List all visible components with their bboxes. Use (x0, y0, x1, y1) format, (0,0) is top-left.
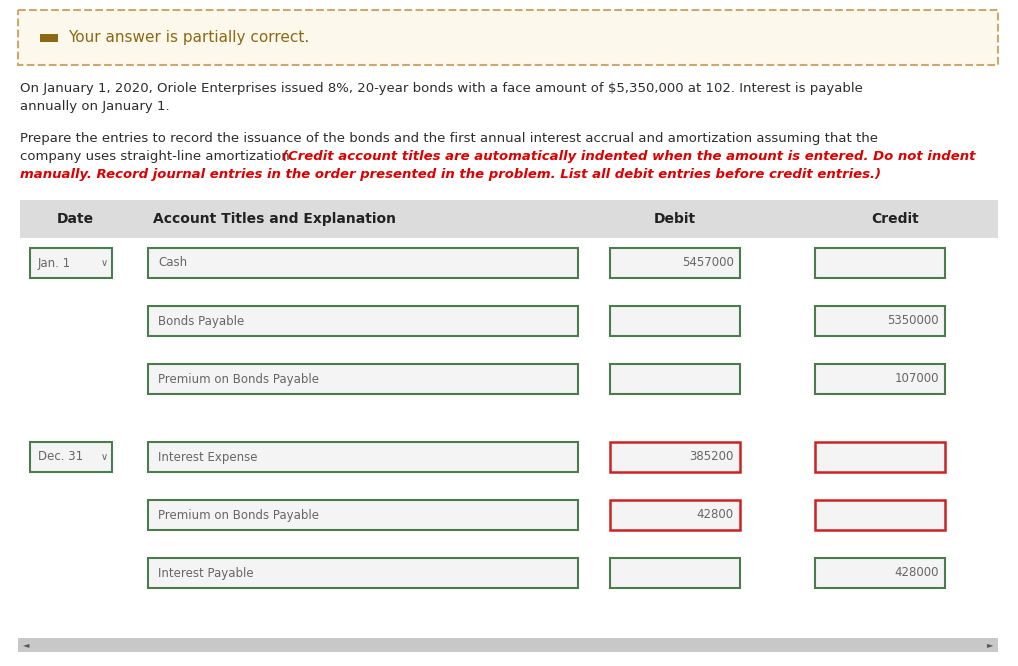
Text: Interest Expense: Interest Expense (158, 450, 258, 464)
Text: Bonds Payable: Bonds Payable (158, 314, 244, 328)
Bar (815, 306, 945, 336)
Bar (148, 442, 578, 472)
Bar (18, 10, 998, 65)
Text: (Credit account titles are automatically indented when the amount is entered. Do: (Credit account titles are automatically… (282, 150, 975, 163)
Text: Credit: Credit (871, 212, 919, 226)
Bar (18, 638, 34, 652)
Text: 5457000: 5457000 (682, 256, 734, 270)
Text: Interest Payable: Interest Payable (158, 567, 253, 579)
Bar (815, 442, 945, 472)
Bar (610, 442, 740, 472)
Text: 385200: 385200 (689, 450, 734, 464)
Text: company uses straight-line amortization.: company uses straight-line amortization. (20, 150, 298, 163)
Text: On January 1, 2020, Oriole Enterprises issued 8%, 20-year bonds with a face amou: On January 1, 2020, Oriole Enterprises i… (20, 82, 863, 95)
Bar (610, 364, 740, 394)
Bar (148, 306, 578, 336)
Text: ∨: ∨ (101, 258, 108, 268)
Bar (40, 33, 58, 41)
Text: Premium on Bonds Payable: Premium on Bonds Payable (158, 509, 319, 521)
Bar (815, 558, 945, 588)
Bar (30, 442, 112, 472)
Bar (20, 200, 998, 238)
Text: Date: Date (56, 212, 94, 226)
Text: Jan. 1: Jan. 1 (38, 256, 71, 270)
Text: Debit: Debit (654, 212, 696, 226)
Bar (610, 306, 740, 336)
Text: Prepare the entries to record the issuance of the bonds and the first annual int: Prepare the entries to record the issuan… (20, 132, 878, 145)
Text: Dec. 31: Dec. 31 (38, 450, 83, 464)
Bar (815, 500, 945, 530)
Bar (815, 248, 945, 278)
Bar (610, 248, 740, 278)
Bar (30, 248, 112, 278)
Text: 5350000: 5350000 (888, 314, 939, 328)
Bar (34, 638, 982, 652)
Text: ◄: ◄ (22, 641, 30, 649)
Text: 107000: 107000 (895, 372, 939, 386)
Bar (610, 558, 740, 588)
Bar (610, 500, 740, 530)
Text: ∨: ∨ (101, 452, 108, 462)
Text: annually on January 1.: annually on January 1. (20, 100, 170, 113)
Text: Cash: Cash (158, 256, 187, 270)
Bar (148, 248, 578, 278)
Text: ►: ► (986, 641, 994, 649)
Text: Your answer is partially correct.: Your answer is partially correct. (68, 30, 309, 45)
Text: manually. Record journal entries in the order presented in the problem. List all: manually. Record journal entries in the … (20, 168, 881, 181)
Bar (815, 364, 945, 394)
Bar (148, 364, 578, 394)
Text: Account Titles and Explanation: Account Titles and Explanation (153, 212, 396, 226)
Text: 428000: 428000 (895, 567, 939, 579)
Text: Premium on Bonds Payable: Premium on Bonds Payable (158, 372, 319, 386)
Bar (148, 558, 578, 588)
Text: 42800: 42800 (697, 509, 734, 521)
Bar (148, 500, 578, 530)
Bar (982, 638, 998, 652)
